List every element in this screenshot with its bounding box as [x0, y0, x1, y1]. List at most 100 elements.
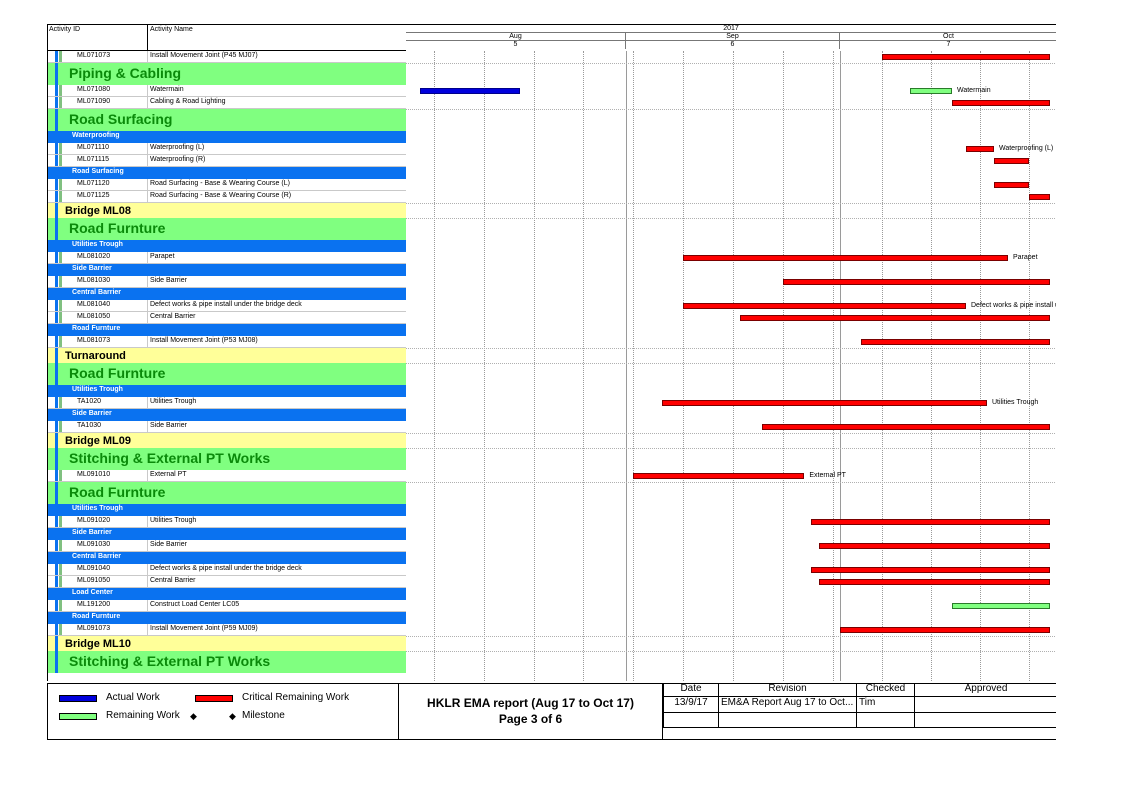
- grid-line-month: [840, 51, 841, 681]
- activity-row[interactable]: ML081040 Defect works & pipe install unde…: [48, 300, 407, 312]
- critical-bar[interactable]: [994, 182, 1029, 188]
- legend-critical-remaining: Critical Remaining Work: [242, 692, 350, 703]
- column-divider: [147, 300, 148, 311]
- activity-row[interactable]: ML091020 Utilities Trough: [48, 516, 407, 528]
- activity-name: External PT: [150, 471, 187, 478]
- wbs-subgroup-band: Central Barrier: [48, 552, 407, 564]
- activity-row[interactable]: ML071110 Waterproofing (L): [48, 143, 407, 155]
- wbs-indent-marker: [55, 300, 58, 311]
- column-header-activity-name[interactable]: Activity Name: [150, 26, 193, 33]
- timescale-year: 2017: [406, 25, 1057, 33]
- wbs-indent-marker: [55, 312, 58, 323]
- wbs-subgroup-band: Utilities Trough: [48, 240, 407, 252]
- activity-name: Utilities Trough: [150, 517, 197, 524]
- critical-bar[interactable]: [966, 146, 994, 152]
- activity-id: ML091040: [77, 565, 111, 572]
- wbs-indent-marker: [55, 336, 58, 347]
- timescale-number-6: 6: [626, 41, 840, 49]
- activity-name: Road Surfacing - Base & Wearing Course (…: [150, 192, 292, 199]
- grid-line-week: [533, 51, 535, 681]
- activity-row[interactable]: ML081073 Install Movement Joint (P53 MJ08…: [48, 336, 407, 348]
- critical-bar[interactable]: [633, 473, 805, 479]
- legend-swatch-actual: [59, 695, 97, 702]
- activity-row[interactable]: ML071125 Road Surfacing - Base & Wearing …: [48, 191, 407, 203]
- activity-id: ML071073: [77, 52, 111, 59]
- remaining-bar[interactable]: [952, 603, 1050, 609]
- critical-bar[interactable]: [952, 100, 1050, 106]
- wbs-indent-marker: [55, 385, 58, 397]
- gantt-chart-area: Watermain Waterproofing (L) Parapet Defect …: [406, 51, 1123, 681]
- critical-bar[interactable]: [818, 579, 1050, 585]
- activity-row[interactable]: ML091030 Side Barrier: [48, 540, 407, 552]
- activity-row[interactable]: TA1030 Side Barrier: [48, 421, 407, 433]
- wbs-indent-marker: [55, 97, 58, 108]
- wbs-subgroup-band: Side Barrier: [48, 528, 407, 540]
- activity-row[interactable]: ML091050 Central Barrier: [48, 576, 407, 588]
- critical-bar[interactable]: [761, 424, 1050, 430]
- wbs-indent-marker: [55, 63, 58, 85]
- activity-row[interactable]: ML071115 Waterproofing (R): [48, 155, 407, 167]
- wbs-band-label: Central Barrier: [72, 553, 122, 560]
- activity-row[interactable]: ML081050 Central Barrier: [48, 312, 407, 324]
- activity-row[interactable]: ML091040 Defect works & pipe install unde…: [48, 564, 407, 576]
- critical-bar[interactable]: [811, 519, 1050, 525]
- activity-name: Defect works & pipe install under the br…: [150, 301, 302, 308]
- timescale-month-oct: Oct: [943, 33, 954, 40]
- critical-bar[interactable]: [782, 279, 1050, 285]
- critical-bar[interactable]: [994, 158, 1029, 164]
- critical-bar[interactable]: [840, 627, 1050, 633]
- activity-id: ML081050: [77, 313, 111, 320]
- activity-name: Side Barrier: [150, 541, 187, 548]
- activity-row[interactable]: ML091010 External PT: [48, 470, 407, 482]
- activity-row[interactable]: ML071090 Cabling & Road Lighting: [48, 97, 407, 109]
- critical-bar[interactable]: [818, 543, 1050, 549]
- wbs-indent-marker: [59, 600, 62, 611]
- activity-row[interactable]: ML071120 Road Surfacing - Base & Wearing …: [48, 179, 407, 191]
- activity-row[interactable]: ML191200 Construct Load Center LC05: [48, 600, 407, 612]
- activity-name: Parapet: [150, 253, 175, 260]
- grid-line-row: [406, 448, 1057, 449]
- wbs-indent-marker: [55, 109, 58, 131]
- activity-row[interactable]: ML071080 Watermain: [48, 85, 407, 97]
- critical-bar[interactable]: [740, 315, 1050, 321]
- activity-row[interactable]: ML091073 Install Movement Joint (P59 MJ09…: [48, 624, 407, 636]
- revision-header-revision: Revision: [719, 683, 857, 697]
- activity-name: Waterproofing (R): [150, 156, 206, 163]
- grid-line-week: [434, 51, 436, 681]
- critical-bar[interactable]: [861, 339, 1050, 345]
- wbs-group-band: Road Furnture: [48, 218, 407, 240]
- wbs-indent-marker: [59, 85, 62, 96]
- activity-row[interactable]: ML081020 Parapet: [48, 252, 407, 264]
- wbs-indent-marker: [55, 155, 58, 166]
- activity-name: Central Barrier: [150, 313, 196, 320]
- critical-bar[interactable]: [1029, 194, 1050, 200]
- critical-bar[interactable]: [683, 303, 966, 309]
- grid-line-row: [406, 651, 1057, 652]
- wbs-indent-marker: [55, 448, 58, 470]
- activity-id: ML081030: [77, 277, 111, 284]
- wbs-indent-marker: [55, 552, 58, 564]
- critical-bar[interactable]: [882, 54, 1050, 60]
- actual-bar[interactable]: [420, 88, 520, 94]
- column-header-activity-id[interactable]: Activity ID: [49, 26, 81, 33]
- wbs-bridge-band: Bridge ML08: [48, 203, 407, 218]
- wbs-band-label: Side Barrier: [72, 529, 112, 536]
- wbs-indent-marker: [55, 433, 58, 448]
- wbs-subgroup-band: Load Center: [48, 588, 407, 600]
- revision-cell-approved: [915, 697, 1057, 713]
- grid-line-week: [931, 51, 932, 681]
- activity-row[interactable]: ML081030 Side Barrier: [48, 276, 407, 288]
- timescale-header: 2017 Aug Sep Oct 5 6 7: [406, 24, 1057, 52]
- wbs-indent-marker: [55, 288, 58, 300]
- critical-bar[interactable]: [683, 255, 1008, 261]
- critical-bar[interactable]: [811, 567, 1050, 573]
- remaining-bar[interactable]: [910, 88, 952, 94]
- revision-header-checked: Checked: [857, 683, 915, 697]
- timescale-month-aug: Aug: [406, 33, 626, 41]
- wbs-indent-marker: [55, 324, 58, 336]
- activity-row[interactable]: TA1020 Utilities Trough: [48, 397, 407, 409]
- wbs-indent-marker: [59, 155, 62, 166]
- critical-bar[interactable]: [661, 400, 987, 406]
- activity-row[interactable]: ML071073 Install Movement Joint (P45 MJ07…: [48, 51, 407, 63]
- wbs-indent-marker: [55, 612, 58, 624]
